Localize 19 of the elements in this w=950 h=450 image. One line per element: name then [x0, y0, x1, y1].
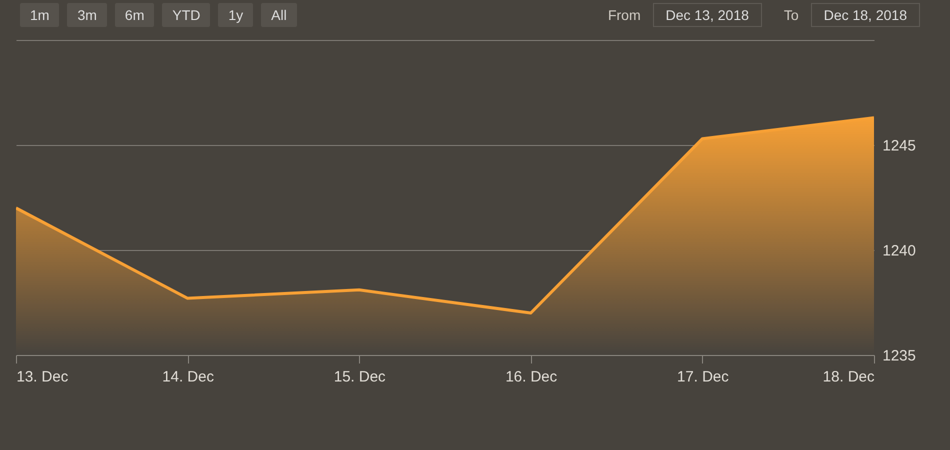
text: 3m — [67, 3, 107, 27]
x-tick-label: 17. Dec — [677, 368, 730, 386]
text: YTD — [162, 3, 210, 27]
text: To — [782, 7, 800, 23]
x-tick-label: 13. Dec — [16, 368, 69, 386]
y-tick-label: 1235 — [882, 348, 916, 364]
x-tick-label: 18. Dec — [822, 368, 875, 386]
y-tick-label: 1245 — [882, 138, 916, 154]
x-tick-label: 15. Dec — [334, 368, 386, 386]
y-tick-label: 1240 — [882, 242, 916, 260]
text: Dec 18, 2018 — [810, 3, 920, 27]
text: All — [261, 3, 297, 27]
text: From — [606, 7, 642, 23]
text: 1m — [20, 3, 60, 27]
text: 6m — [114, 3, 154, 27]
text: Dec 13, 2018 — [652, 3, 762, 27]
x-tick-label: 16. Dec — [505, 368, 558, 386]
x-tick-label: 14. Dec — [162, 368, 214, 386]
text: 1y — [218, 3, 254, 27]
